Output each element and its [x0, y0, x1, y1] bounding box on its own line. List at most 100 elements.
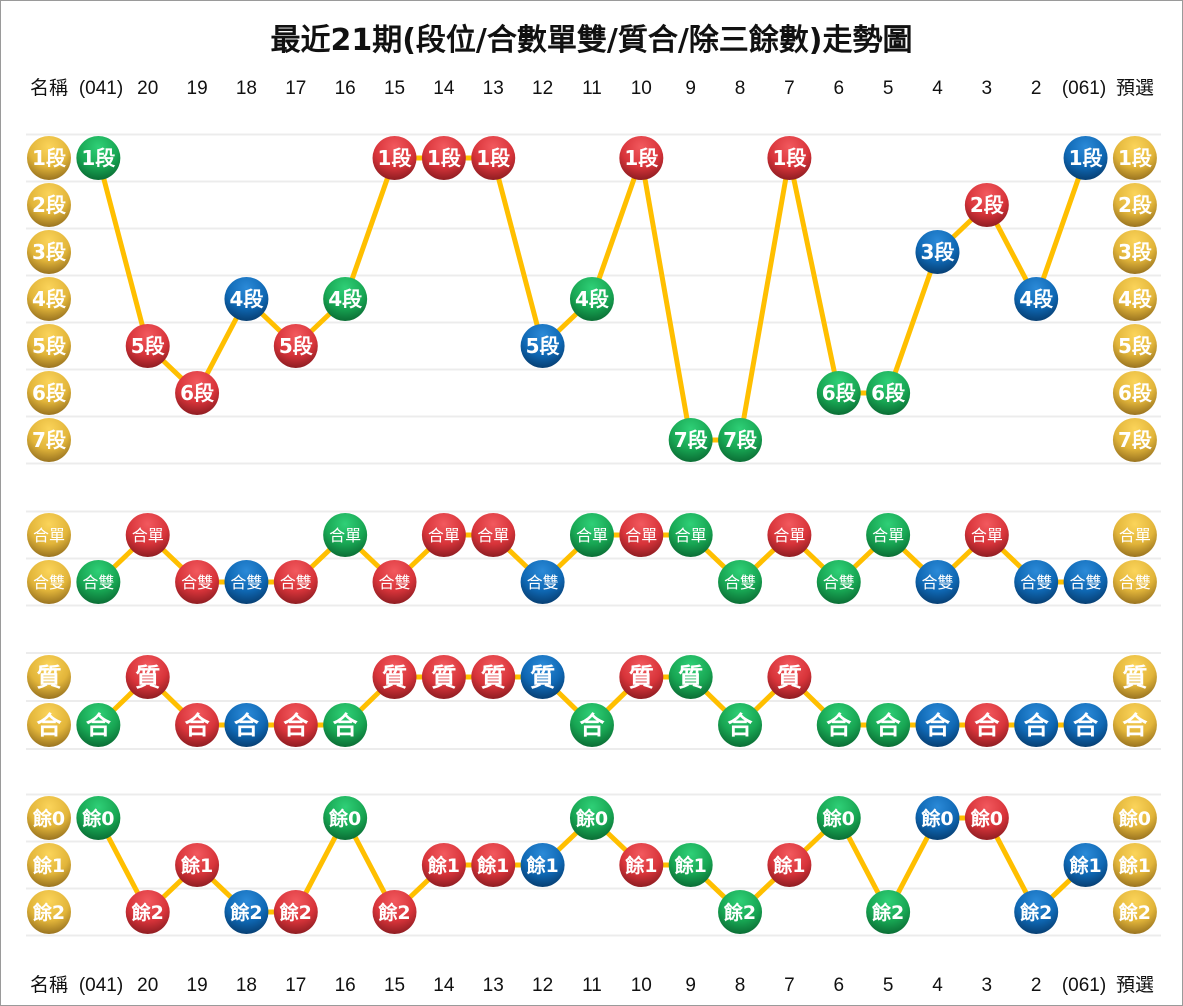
data-point-ball [964, 703, 1009, 747]
footer-label: 17 [285, 975, 306, 996]
level-right-ball [1112, 230, 1157, 274]
header-label: 9 [685, 78, 696, 99]
data-point-ball [273, 890, 318, 934]
data-point-ball [619, 655, 664, 699]
data-point-label: 合雙 [82, 573, 114, 592]
data-point-label: 質 [530, 663, 555, 692]
data-point-ball [964, 183, 1009, 227]
level-left-label: 合雙 [33, 573, 65, 592]
data-point-ball [520, 324, 565, 368]
data-point-label: 4段 [328, 287, 362, 311]
data-point-ball [273, 703, 318, 747]
footer-label: 9 [685, 975, 696, 996]
data-point-ball [1014, 277, 1059, 321]
data-point-ball [273, 560, 318, 604]
data-point-label: 餘2 [872, 901, 904, 924]
header-label: 8 [735, 78, 746, 99]
data-point-label: 合 [234, 711, 260, 740]
data-point-ball [915, 703, 960, 747]
data-point-label: 6段 [871, 381, 905, 405]
level-left-ball [27, 183, 71, 227]
data-point-label: 合 [1073, 711, 1099, 740]
level-left-label: 合 [36, 711, 62, 740]
level-right-ball [1112, 371, 1157, 415]
level-left-label: 合單 [33, 526, 65, 545]
level-left-label: 5段 [32, 334, 66, 358]
level-right-label: 合 [1122, 711, 1148, 740]
data-point-ball [767, 513, 812, 557]
level-right-ball [1112, 655, 1157, 699]
header-label: 20 [137, 78, 158, 99]
data-point-label: 質 [678, 663, 703, 692]
data-point-label: 餘0 [971, 807, 1003, 830]
data-point-ball [1063, 560, 1108, 604]
level-right-label: 餘2 [1119, 901, 1151, 924]
level-right-ball [1112, 890, 1157, 934]
level-left-label: 6段 [32, 381, 66, 405]
data-point-ball [471, 136, 516, 180]
data-point-label: 合 [974, 711, 1000, 740]
data-point-label: 合單 [773, 526, 805, 545]
footer-label: 7 [784, 975, 795, 996]
data-point-label: 質 [481, 663, 506, 692]
data-point-ball [1014, 703, 1059, 747]
data-point-label: 合單 [971, 526, 1003, 545]
data-point-label: 合 [333, 711, 359, 740]
level-right-label: 合雙 [1119, 573, 1151, 592]
data-point-ball [619, 136, 664, 180]
data-point-label: 餘1 [526, 854, 558, 877]
data-point-ball [125, 890, 170, 934]
data-point-ball [372, 655, 417, 699]
data-point-ball [866, 703, 911, 747]
data-point-label: 質 [777, 663, 802, 692]
level-left-ball [27, 371, 71, 415]
data-point-label: 餘1 [625, 854, 657, 877]
data-point-ball [76, 796, 121, 840]
data-point-label: 餘1 [477, 854, 509, 877]
level-left-ball [27, 703, 71, 747]
data-point-ball [668, 513, 713, 557]
data-point-label: 7段 [723, 428, 757, 452]
data-point-ball [569, 513, 614, 557]
data-point-ball [224, 560, 269, 604]
level-right-ball [1112, 277, 1157, 321]
data-point-ball [816, 796, 861, 840]
data-point-ball [76, 703, 121, 747]
level-right-ball [1112, 513, 1157, 557]
data-point-label: 合雙 [527, 573, 559, 592]
level-left-label: 4段 [32, 287, 66, 311]
data-point-label: 餘1 [773, 854, 805, 877]
data-point-ball [964, 796, 1009, 840]
data-point-ball [569, 703, 614, 747]
data-point-ball [76, 136, 121, 180]
header-label: 18 [236, 78, 257, 99]
footer-label: 8 [735, 975, 746, 996]
level-right-label: 1段 [1118, 146, 1152, 170]
data-point-label: 合雙 [379, 573, 411, 592]
header-label: (041) [79, 78, 123, 99]
data-point-ball [372, 136, 417, 180]
data-point-ball [619, 513, 664, 557]
footer-label: 11 [582, 975, 602, 996]
header-label: 名稱 [30, 77, 68, 99]
header-label: 5 [883, 78, 894, 99]
data-point-ball [816, 703, 861, 747]
panel-3: 質質合 合合質合合合合質質質質合質 質合質合合合合合合 [26, 652, 1161, 750]
level-left-ball [27, 418, 71, 462]
data-point-label: 4段 [575, 287, 609, 311]
level-left-label: 2段 [32, 193, 66, 217]
header-label: (061) [1062, 78, 1106, 99]
data-point-ball [323, 703, 368, 747]
data-point-ball [915, 230, 960, 274]
data-point-label: 餘1 [181, 854, 213, 877]
level-left-label: 質 [36, 663, 61, 692]
data-point-label: 1段 [476, 146, 510, 170]
data-point-label: 1段 [81, 146, 115, 170]
data-point-ball [224, 890, 269, 934]
data-point-label: 質 [431, 663, 456, 692]
data-point-ball [1063, 136, 1108, 180]
data-point-ball [767, 655, 812, 699]
data-point-ball [224, 277, 269, 321]
data-point-ball [175, 703, 220, 747]
data-point-label: 餘1 [1069, 854, 1101, 877]
